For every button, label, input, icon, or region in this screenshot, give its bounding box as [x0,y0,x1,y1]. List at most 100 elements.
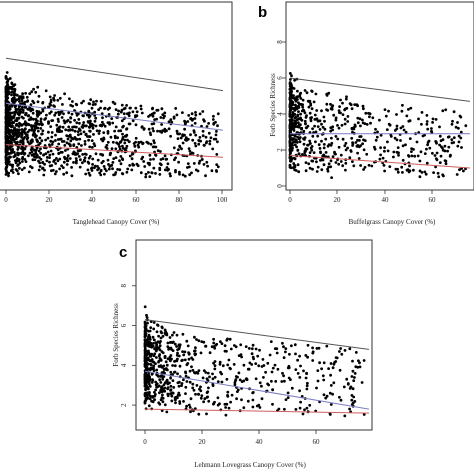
data-point [144,376,148,379]
data-point [178,393,181,397]
data-point [9,117,12,121]
data-point [212,137,216,141]
x-tick-label: 0 [288,196,292,204]
data-point [207,386,210,390]
data-point [184,371,188,375]
data-point [310,116,313,119]
data-point [351,401,355,405]
data-point [306,343,310,347]
data-point [193,121,197,125]
data-point [395,113,398,116]
data-point [178,145,182,149]
data-point [367,111,370,115]
data-point [34,155,38,159]
data-point [212,361,216,365]
data-point [293,143,297,147]
data-point [352,164,356,168]
data-point [191,368,195,372]
data-point [270,370,274,374]
data-point [157,364,161,368]
data-point [322,153,326,157]
data-point [114,147,118,151]
data-point [303,89,307,92]
data-point [197,339,201,343]
data-point [101,116,104,120]
data-point [22,122,26,126]
data-point [164,158,168,161]
data-point [127,114,131,118]
data-point [182,378,185,382]
data-point [4,75,8,79]
data-point [118,159,121,163]
data-point [176,351,179,355]
data-point [211,384,215,387]
data-point [299,112,302,116]
x-tick-label: 40 [89,196,97,204]
data-point [39,151,43,155]
data-point [310,107,314,111]
data-point [164,330,168,334]
data-point [9,169,13,173]
data-point [447,145,451,149]
data-point [48,153,52,157]
data-point [36,126,40,130]
data-point [37,143,40,147]
data-point [88,129,91,133]
data-point [9,148,13,152]
data-point [163,403,167,407]
data-point [91,157,95,161]
data-point [346,120,350,123]
data-point [21,111,25,114]
data-point [134,123,138,127]
data-point [211,372,214,376]
data-point [215,130,218,133]
data-point [197,412,201,416]
data-point [233,383,237,387]
data-point [293,113,297,116]
data-point [55,128,59,132]
data-point [178,170,181,174]
data-point [4,161,8,165]
data-point [313,118,317,121]
data-point [324,396,328,400]
data-point [149,326,153,329]
data-point [12,150,16,154]
data-point [168,355,172,359]
data-point [155,368,159,372]
data-point [147,127,151,131]
data-point [74,157,78,160]
data-point [203,144,206,147]
data-point [115,141,118,145]
data-point [183,133,186,137]
data-point [216,165,220,169]
data-point [344,168,347,172]
data-point [111,161,115,164]
data-point [362,148,366,152]
data-point [194,133,198,137]
data-point [13,113,17,116]
data-point [139,107,143,111]
data-point [171,379,175,383]
data-point [4,156,8,160]
data-point [57,126,61,129]
data-point [226,390,230,394]
data-point [234,378,238,381]
data-point [144,349,148,353]
data-point [237,371,241,375]
data-point [31,111,35,115]
data-point [27,170,31,174]
data-point [30,153,34,157]
data-point [99,123,103,127]
x-tick-label: 100 [217,196,228,204]
data-point [304,122,307,126]
data-point [208,351,212,355]
data-point [105,147,109,150]
data-point [315,347,319,350]
data-point [113,134,117,138]
data-point [84,153,88,156]
data-point [359,164,362,167]
data-point [40,132,43,136]
data-point [155,356,158,359]
data-point [29,109,33,113]
data-point [158,391,161,395]
